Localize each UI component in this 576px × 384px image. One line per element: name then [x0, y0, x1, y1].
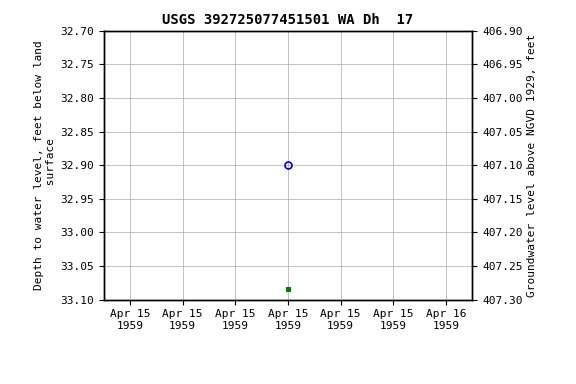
Y-axis label: Groundwater level above NGVD 1929, feet: Groundwater level above NGVD 1929, feet — [526, 33, 537, 297]
Title: USGS 392725077451501 WA Dh  17: USGS 392725077451501 WA Dh 17 — [162, 13, 414, 27]
Y-axis label: Depth to water level, feet below land
 surface: Depth to water level, feet below land su… — [35, 40, 56, 290]
